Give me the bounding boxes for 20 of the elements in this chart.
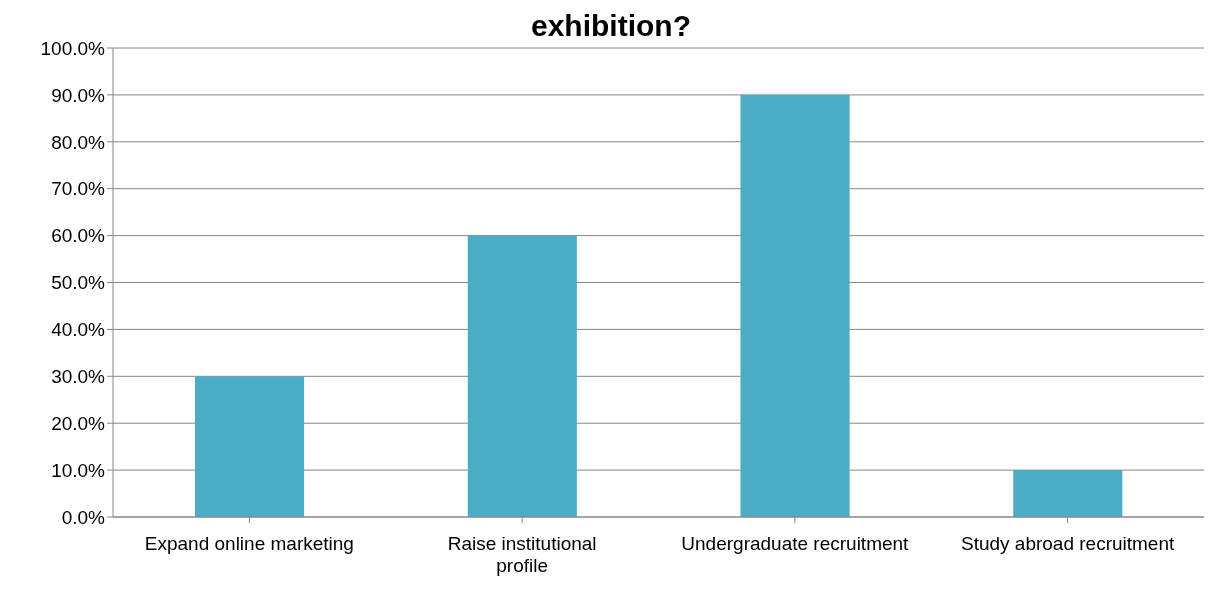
chart-title: exhibition? [531,9,691,42]
y-tick-label: 90.0% [51,84,106,106]
y-tick-label: 0.0% [61,506,106,528]
bar [740,94,850,517]
y-tick-label: 70.0% [51,178,106,200]
y-tick-label: 80.0% [51,131,106,153]
x-tick-label: Undergraduate recruitment [681,533,910,555]
x-tick-label: Study abroad recruitment [960,533,1176,555]
y-tick-label: 20.0% [51,412,106,434]
bar [195,376,305,517]
y-tick-label: 100.0% [40,37,106,59]
y-tick-label: 10.0% [51,459,106,481]
x-tick-label: Expand online marketing [144,533,354,555]
y-tick-label: 40.0% [51,319,106,341]
y-tick-label: 50.0% [51,272,106,294]
y-tick-label: 30.0% [51,366,106,388]
bar [1013,470,1123,517]
y-tick-label: 60.0% [51,225,106,247]
bar [467,235,577,517]
x-tick-label: Raise institutional profile [447,533,597,576]
